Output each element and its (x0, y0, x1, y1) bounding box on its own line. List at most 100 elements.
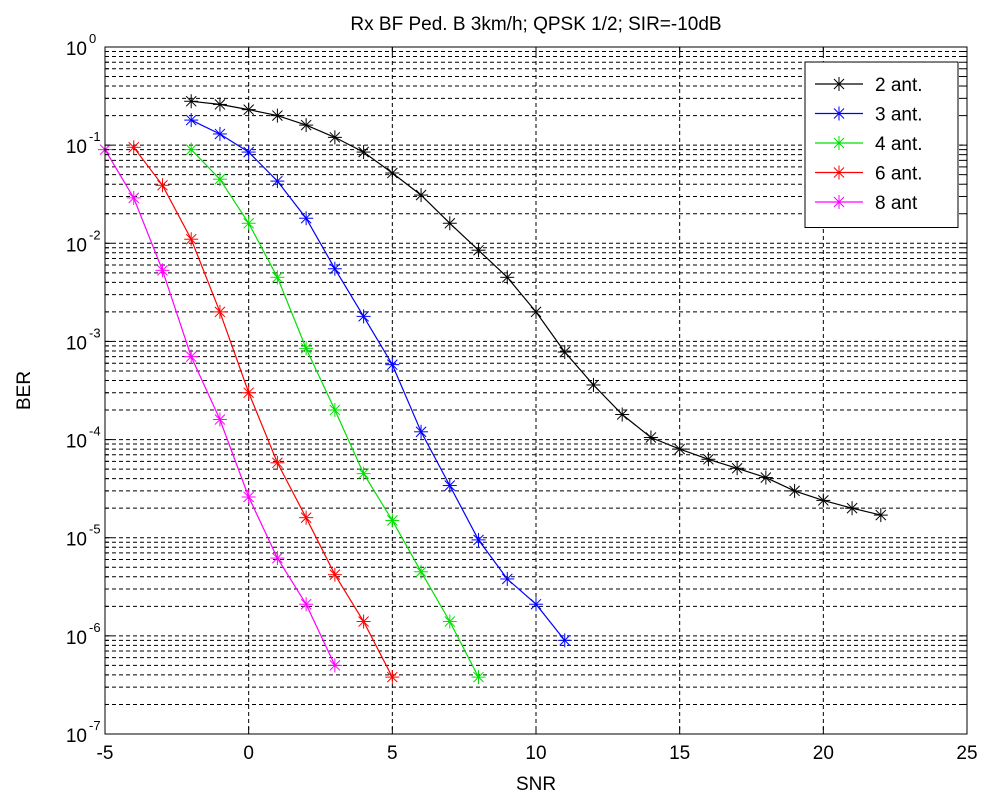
x-tick-label: 10 (525, 743, 546, 764)
legend-item: 2 ant. (815, 75, 923, 96)
legend: 2 ant. 3 ant. 4 ant. 6 ant. 8 ant (804, 61, 959, 228)
data-point-marker (241, 102, 256, 117)
data-point-marker (385, 166, 400, 181)
legend-box (804, 61, 959, 228)
x-tick-label: 20 (813, 743, 834, 764)
data-point-marker (442, 216, 457, 231)
data-point-marker (832, 195, 846, 209)
marker-stroke (329, 660, 341, 671)
marker-stroke (703, 453, 714, 465)
marker-stroke (875, 509, 887, 521)
data-point-marker (270, 108, 285, 123)
marker-stroke (300, 342, 312, 354)
series-8-ant (98, 142, 342, 673)
data-point-marker (701, 452, 716, 467)
marker-stroke (157, 264, 168, 276)
data-point-marker (586, 377, 601, 392)
data-point-marker (270, 270, 285, 285)
marker-stroke (358, 310, 369, 322)
data-point-marker (126, 190, 141, 205)
marker-stroke (243, 104, 255, 116)
data-point-marker (442, 614, 457, 629)
data-point-marker (471, 670, 486, 685)
marker-stroke (300, 119, 312, 131)
marker-stroke (645, 432, 657, 443)
data-point-marker (184, 113, 199, 128)
marker-stroke (559, 346, 571, 358)
y-tick-exponent: -3 (89, 325, 101, 340)
marker-stroke (833, 196, 845, 208)
y-tick-exponent: -6 (89, 620, 101, 635)
data-point-marker (385, 513, 400, 528)
marker-stroke (415, 189, 427, 201)
marker-stroke (674, 443, 686, 455)
data-point-marker (270, 455, 285, 470)
marker-stroke (214, 128, 226, 140)
marker-stroke (760, 472, 772, 483)
marker-stroke (530, 306, 542, 318)
marker-stroke (358, 468, 369, 479)
data-point-marker (299, 597, 314, 612)
data-point-marker (758, 470, 773, 485)
y-tick-exponent: -5 (89, 522, 101, 537)
y-axis-label: BER (14, 371, 35, 410)
x-tick-label: 0 (243, 743, 254, 764)
y-tick-label: 10 (66, 628, 87, 649)
marker-stroke (185, 144, 197, 156)
marker-stroke (358, 616, 369, 627)
data-point-marker (327, 130, 342, 145)
marker-stroke (329, 131, 341, 143)
legend-item: 8 ant (815, 193, 918, 214)
legend-item: 3 ant. (815, 105, 923, 126)
data-point-marker (212, 172, 227, 187)
y-tick-label: 10 (66, 432, 87, 453)
y-tick-label: 10 (66, 530, 87, 551)
data-point-marker (327, 403, 342, 418)
data-point-marker (299, 510, 314, 525)
data-point-marker (356, 145, 371, 160)
data-point-marker (529, 597, 543, 612)
y-tick-exponent: 0 (89, 31, 96, 46)
y-tick-label: 10 (66, 39, 87, 60)
y-tick-label: 10 (66, 235, 87, 256)
data-point-marker (241, 489, 256, 504)
chart-title: Rx BF Ped. B 3km/h; QPSK 1/2; SIR=-10dB (350, 14, 721, 35)
marker-stroke (272, 457, 283, 469)
legend-label: 6 ant. (875, 164, 923, 185)
marker-stroke (386, 359, 398, 371)
data-point-marker (241, 385, 256, 400)
data-point-marker (212, 126, 227, 141)
legend-item: 6 ant. (815, 164, 923, 185)
data-point-marker (184, 142, 199, 157)
data-point-marker (442, 478, 457, 493)
marker-stroke (272, 271, 283, 283)
data-point-marker (500, 270, 515, 285)
data-point-marker (500, 571, 515, 586)
data-point-marker (845, 501, 860, 516)
marker-stroke (157, 179, 168, 191)
marker-stroke (243, 387, 255, 399)
marker-stroke (846, 502, 858, 514)
data-point-marker (385, 670, 400, 685)
x-tick-label: -5 (97, 743, 114, 764)
data-point-marker (356, 309, 371, 324)
data-point-marker (327, 261, 342, 276)
data-point-marker (529, 304, 543, 319)
data-point-marker (241, 216, 256, 231)
marker-stroke (616, 409, 628, 420)
marker-stroke (272, 110, 283, 121)
marker-stroke (128, 141, 140, 153)
series-6-ant (126, 140, 400, 685)
data-point-marker (832, 77, 846, 91)
marker-stroke (444, 616, 456, 627)
data-point-marker (471, 532, 486, 547)
marker-stroke (473, 671, 484, 683)
marker-stroke (329, 404, 341, 416)
data-point-marker (816, 493, 831, 508)
data-point-marker (557, 633, 572, 648)
data-point-marker (299, 341, 314, 356)
data-point-marker (126, 140, 141, 155)
marker-stroke (185, 351, 197, 363)
data-point-marker (241, 145, 256, 160)
